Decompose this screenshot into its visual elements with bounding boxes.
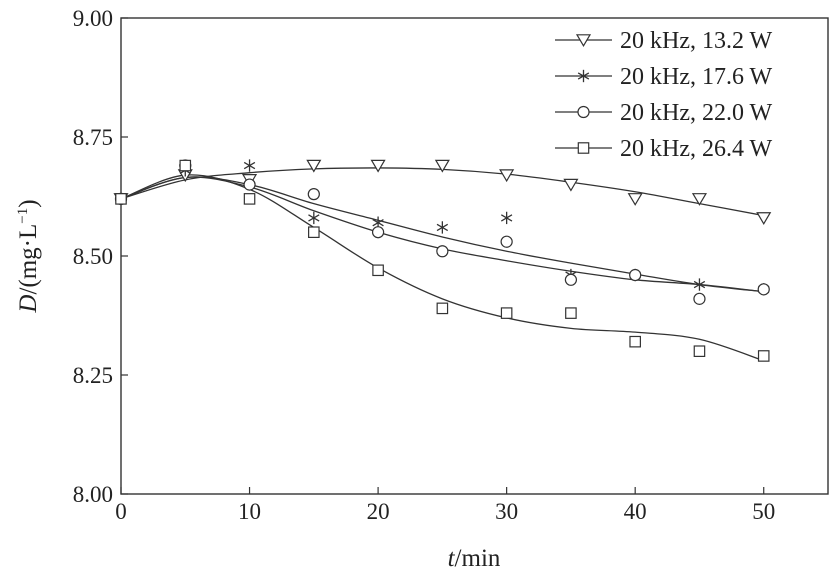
point-circle xyxy=(757,283,770,296)
legend-label: 20 kHz, 17.6 W xyxy=(620,64,773,90)
point-square xyxy=(243,193,256,205)
point-circle xyxy=(629,268,642,282)
legend-label: 20 kHz, 13.2 W xyxy=(620,28,773,54)
y-axis-ticks: 8.00 8.25 8.50 8.75 9.00 xyxy=(73,6,128,507)
point-square xyxy=(757,350,770,362)
point-square xyxy=(179,159,192,172)
fit-curves xyxy=(120,167,764,362)
point-triangle-down xyxy=(691,193,708,206)
legend-marker-triangle-down xyxy=(575,34,592,48)
y-tick-label: 8.50 xyxy=(73,244,113,269)
point-triangle-down xyxy=(370,159,386,173)
fit-curve-triangle-down xyxy=(120,167,764,217)
point-circle xyxy=(693,292,706,305)
point-triangle-down xyxy=(627,193,643,206)
x-tick-label: 30 xyxy=(495,499,518,524)
x-tick-label: 50 xyxy=(752,499,775,524)
point-circle xyxy=(371,226,385,239)
y-tick-label: 8.75 xyxy=(73,125,113,150)
fit-curve-circle xyxy=(120,176,764,293)
point-square xyxy=(436,302,449,315)
data-points xyxy=(113,159,772,362)
point-triangle-down xyxy=(434,159,450,173)
point-square xyxy=(565,307,577,319)
point-triangle-down xyxy=(306,159,322,173)
y-tick-label: 8.25 xyxy=(73,363,113,388)
point-asterisk xyxy=(243,159,256,172)
point-asterisk xyxy=(436,221,449,234)
legend-label: 20 kHz, 26.4 W xyxy=(620,136,773,162)
point-square xyxy=(372,264,384,277)
point-circle xyxy=(307,187,320,201)
legend-marker-square xyxy=(577,142,590,154)
point-circle xyxy=(436,245,449,258)
x-axis-ticks: 0 10 20 30 40 50 xyxy=(115,487,775,524)
x-tick-label: 20 xyxy=(367,499,390,524)
x-tick-label: 0 xyxy=(115,499,127,524)
point-triangle-down xyxy=(563,178,579,192)
point-circle xyxy=(243,178,256,191)
point-square xyxy=(629,335,641,348)
point-square xyxy=(308,226,320,238)
y-axis-title: D/(mg·L−1) xyxy=(15,199,42,313)
point-square xyxy=(115,193,127,205)
y-tick-label: 9.00 xyxy=(73,6,113,31)
point-triangle-down xyxy=(756,212,772,225)
x-tick-label: 10 xyxy=(238,499,261,524)
legend-label: 20 kHz, 22.0 W xyxy=(620,100,773,126)
x-tick-label: 40 xyxy=(624,499,647,524)
point-circle xyxy=(500,235,513,248)
point-circle xyxy=(564,273,578,286)
point-asterisk xyxy=(500,211,513,225)
y-tick-label: 8.00 xyxy=(73,482,113,507)
point-square xyxy=(693,345,706,357)
point-asterisk xyxy=(693,278,706,291)
legend-marker-asterisk xyxy=(577,69,590,83)
point-triangle-down xyxy=(499,169,515,183)
x-axis-title: t/min xyxy=(448,545,501,572)
legend-marker-circle xyxy=(577,105,590,119)
fit-curve-asterisk xyxy=(120,176,764,293)
point-square xyxy=(500,307,513,319)
fit-curve-square xyxy=(120,174,764,362)
legend: 20 kHz, 13.2 W 20 kHz, 17.6 W 20 kHz, 22.0… xyxy=(555,28,773,162)
point-asterisk xyxy=(308,211,320,225)
